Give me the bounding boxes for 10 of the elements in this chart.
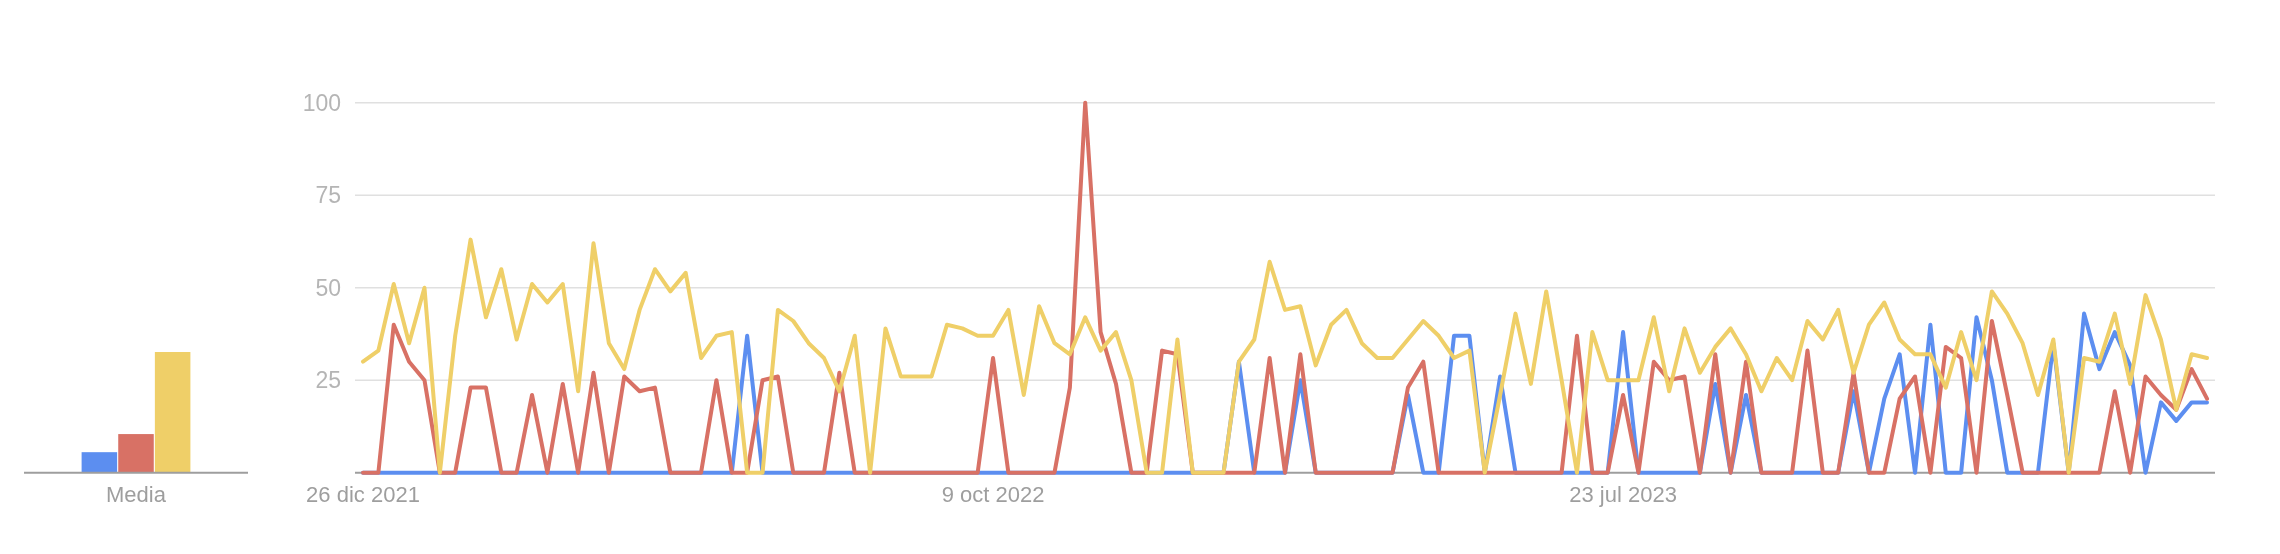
y-tick-label: 100 <box>302 89 341 116</box>
y-tick-label: 75 <box>315 182 341 209</box>
x-tick-label: 23 jul 2023 <box>1569 481 1677 507</box>
x-tick-label: Media <box>106 481 167 507</box>
line-series <box>361 100 2209 475</box>
x-tick-label: 9 oct 2022 <box>941 481 1045 507</box>
x-tick-label: 26 dic 2021 <box>306 481 420 507</box>
line-series <box>361 237 2209 475</box>
y-tick-label: 50 <box>315 274 341 301</box>
y-tick-label: 25 <box>315 367 341 394</box>
